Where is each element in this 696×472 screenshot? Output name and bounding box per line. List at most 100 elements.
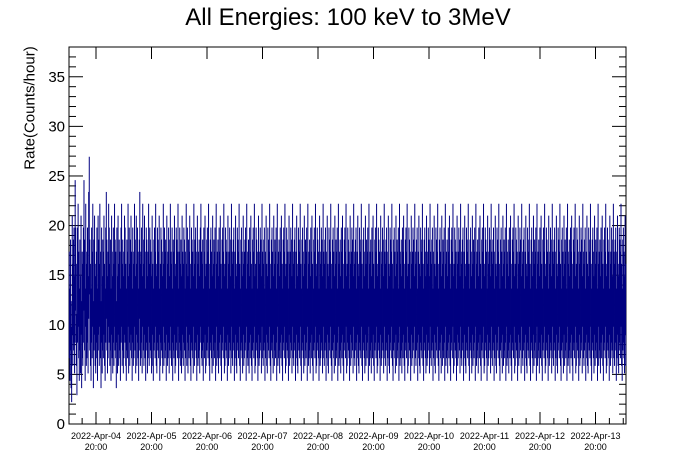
- x-tick-label: 2022-Apr-11: [460, 431, 509, 441]
- data-point: [74, 276, 76, 374]
- x-tick-label: 2022-Apr-09: [348, 431, 398, 441]
- data-point: [115, 301, 117, 389]
- x-tick-label-time: 20:00: [307, 442, 330, 452]
- data-point: [139, 191, 141, 319]
- y-tick-label: 35: [48, 69, 65, 86]
- y-tick-label: 0: [57, 416, 65, 433]
- data-point: [337, 288, 339, 381]
- chart-title: All Energies: 100 keV to 3MeV: [185, 4, 511, 31]
- data-point: [444, 288, 446, 381]
- data-point: [504, 227, 506, 343]
- data-point: [87, 276, 89, 374]
- data-point: [204, 215, 206, 335]
- data-point: [324, 227, 326, 343]
- x-tick-label-time: 20:00: [196, 442, 219, 452]
- data-point: [574, 203, 576, 327]
- x-tick-label-time: 20:00: [584, 442, 607, 452]
- data-point: [76, 313, 78, 396]
- data-point: [127, 203, 129, 327]
- data-point: [253, 203, 255, 327]
- y-tick-label: 25: [48, 168, 65, 185]
- data-point: [397, 227, 399, 343]
- data-point: [483, 203, 485, 327]
- data-point: [306, 227, 308, 343]
- data-point: [398, 288, 400, 381]
- x-axis: 2022-Apr-0420:002022-Apr-0520:002022-Apr…: [71, 47, 624, 452]
- data-point: [584, 227, 586, 343]
- data-point: [513, 203, 515, 327]
- x-tick-label-time: 20:00: [473, 442, 496, 452]
- data-point: [355, 227, 357, 343]
- data-point: [276, 288, 278, 381]
- x-tick-label-time: 20:00: [529, 442, 552, 452]
- data-point: [69, 239, 71, 351]
- data-point: [535, 227, 537, 343]
- y-tick-label: 10: [48, 317, 65, 334]
- data-point: [223, 203, 225, 327]
- data-point: [431, 227, 433, 343]
- data-point: [177, 203, 179, 327]
- data-point: [158, 215, 160, 335]
- data-point: [493, 227, 495, 343]
- data-point: [88, 156, 90, 295]
- data-point: [96, 227, 98, 343]
- data-point: [263, 227, 265, 343]
- data-point: [284, 203, 286, 327]
- data-point: [474, 227, 476, 343]
- x-tick-label: 2022-Apr-07: [237, 431, 287, 441]
- data-point: [462, 227, 464, 343]
- data-point: [544, 203, 546, 327]
- data-point: [605, 203, 607, 327]
- data-point: [215, 288, 217, 381]
- x-tick-label: 2022-Apr-08: [293, 431, 343, 441]
- x-tick-label-time: 20:00: [140, 442, 163, 452]
- x-tick-label-time: 20:00: [418, 442, 441, 452]
- x-tick-label: 2022-Apr-05: [126, 431, 176, 441]
- data-point: [615, 227, 617, 343]
- data-point: [565, 227, 567, 343]
- y-tick-label: 5: [57, 366, 65, 383]
- data-point: [535, 288, 537, 381]
- data-point: [71, 326, 73, 403]
- data-point: [233, 227, 235, 343]
- data-point: [275, 227, 277, 343]
- data-point: [597, 288, 599, 381]
- data-point: [245, 288, 247, 381]
- data-point: [596, 227, 598, 343]
- data-point: [386, 227, 388, 343]
- data-point: [523, 227, 525, 343]
- data-point: [376, 203, 378, 327]
- data-point: [625, 263, 627, 366]
- data-point: [367, 288, 369, 381]
- data-point: [80, 215, 82, 335]
- data-point: [173, 215, 175, 335]
- x-tick-label-time: 20:00: [251, 442, 274, 452]
- data-point: [92, 203, 94, 327]
- data-point: [345, 203, 347, 327]
- data-point: [294, 227, 296, 343]
- data-point: [336, 227, 338, 343]
- x-tick-label: 2022-Apr-13: [570, 431, 620, 441]
- data-point: [367, 227, 369, 343]
- y-tick-label: 20: [48, 218, 65, 235]
- data-series: [68, 156, 627, 403]
- x-tick-label: 2022-Apr-12: [515, 431, 565, 441]
- data-point: [452, 203, 454, 327]
- data-point: [306, 288, 308, 381]
- x-tick-label: 2022-Apr-10: [404, 431, 454, 441]
- data-point: [314, 203, 316, 327]
- data-point: [566, 288, 568, 381]
- data-point: [406, 203, 408, 327]
- data-point: [554, 227, 556, 343]
- data-point: [416, 227, 418, 343]
- data-point: [100, 301, 102, 389]
- data-point: [84, 288, 86, 381]
- data-point: [505, 288, 507, 381]
- x-tick-label: 2022-Apr-04: [71, 431, 121, 441]
- y-tick-label: 15: [48, 267, 65, 284]
- y-tick-label: 30: [48, 118, 65, 135]
- x-tick-label-time: 20:00: [362, 442, 385, 452]
- data-point: [245, 227, 247, 343]
- data-point: [214, 227, 216, 343]
- data-point: [171, 227, 173, 343]
